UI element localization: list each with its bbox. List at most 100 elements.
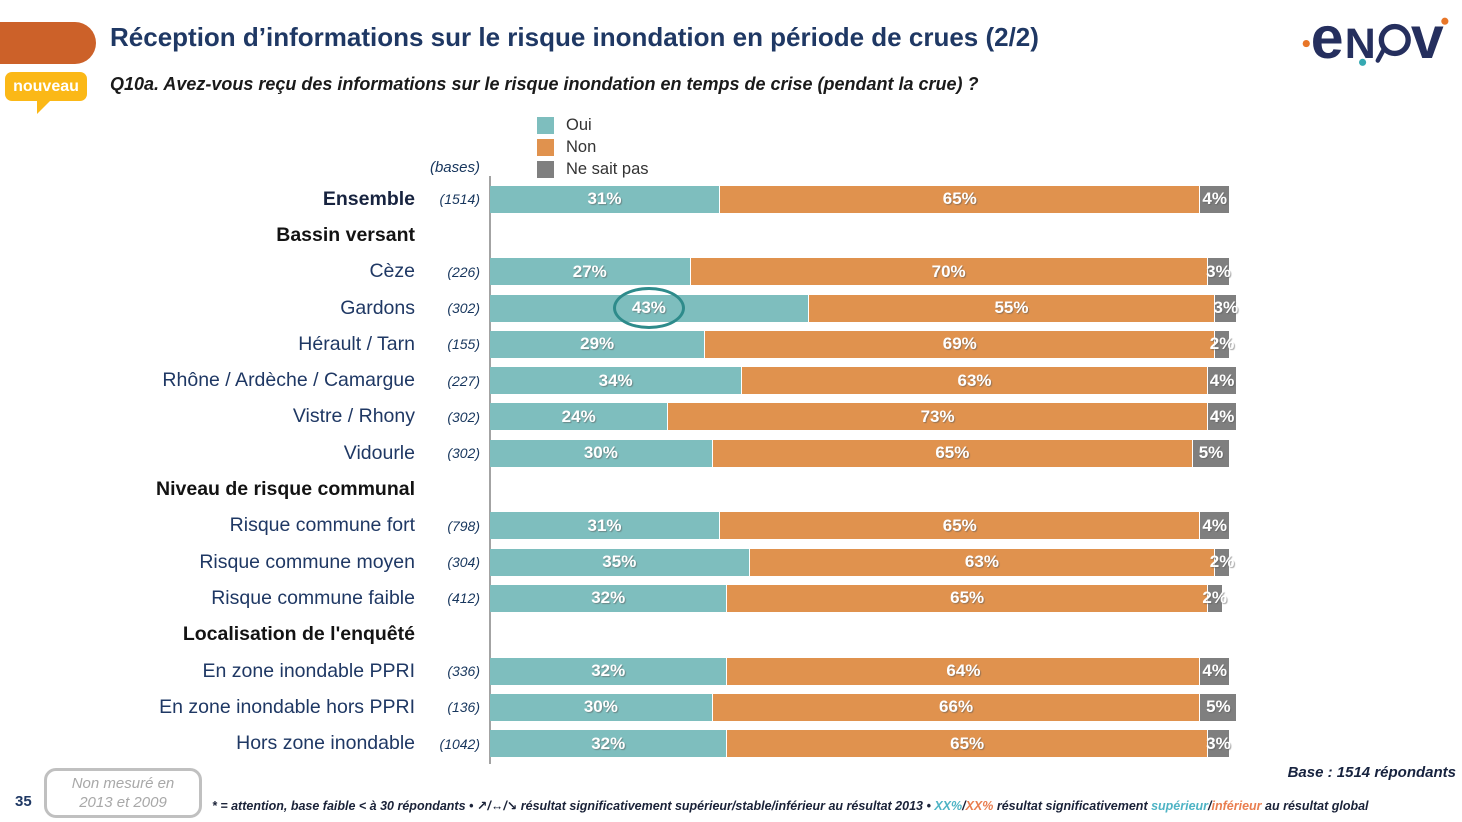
bar-segment-value: 3% <box>1206 261 1231 281</box>
bar-segment-oui: 35% <box>490 548 749 576</box>
bar-segment-non: 65% <box>726 730 1207 758</box>
bar-segment-value: 29% <box>580 334 615 354</box>
bar-segment-oui: 31% <box>490 185 720 213</box>
row-base-count: (1042) <box>439 735 480 752</box>
bar-segment-non: 66% <box>711 693 1200 721</box>
bar-segment-value: 65% <box>942 515 977 535</box>
chart-bar-row: Rhône / Ardèche / Camargue (227) 34% 63% 4% <box>0 362 1462 398</box>
bar-segment-non: 65% <box>719 512 1200 540</box>
bar-segment-value: 32% <box>591 733 626 753</box>
bar-segment-value: 27% <box>572 261 607 281</box>
row-base-count: (302) <box>447 300 480 317</box>
row-base-count: (336) <box>447 663 480 679</box>
bar-segment-ne-sait-pas: 4% <box>1206 367 1237 395</box>
bar-segment-value: 55% <box>994 298 1029 318</box>
footnote-part: / <box>962 799 966 813</box>
row-label: Risque commune moyen <box>199 550 415 573</box>
row-base-count: (226) <box>447 263 480 280</box>
bar-segment-value: 65% <box>942 189 977 209</box>
bar-segment-oui: 31% <box>490 512 720 540</box>
legend-swatch-nsp <box>537 160 554 178</box>
not-measured-line1: Non mesuré en <box>71 774 175 792</box>
chart-group-header-row: Bassin versant <box>0 217 1462 253</box>
bar-segment-value: 73% <box>920 406 955 426</box>
bar-segment-oui: 27% <box>490 258 690 286</box>
nouveau-badge: nouveau <box>5 72 87 114</box>
bar-segment-oui: 24% <box>490 403 668 431</box>
bar-segment-value: 32% <box>591 588 626 608</box>
bar-segment-oui: 43% <box>490 287 808 330</box>
bar-segment-value: 4% <box>1209 370 1235 390</box>
bar-segment-value: 2% <box>1202 588 1227 608</box>
bases-column-header: (bases) <box>429 159 480 176</box>
bar-segment-value: 4% <box>1202 515 1227 535</box>
bar-segment-value: 69% <box>942 334 977 354</box>
footnote-part: XX% <box>965 799 994 813</box>
bar-segment-ne-sait-pas: 4% <box>1199 185 1229 213</box>
nouveau-badge-label: nouveau <box>13 77 79 95</box>
bar-segment-non: 65% <box>719 185 1200 213</box>
enov-logo: e N v <box>1300 5 1452 77</box>
bar-segment-value: 30% <box>583 443 618 463</box>
bar-segment-non: 69% <box>704 330 1215 358</box>
legend-label-oui: Oui <box>566 115 592 134</box>
row-base-count: (412) <box>447 590 480 607</box>
row-base-count: (136) <box>447 699 480 716</box>
svg-text:e: e <box>1311 8 1344 71</box>
chart-bar-row: Risque commune faible (412) 32% 65% 2% <box>0 580 1462 616</box>
chart-bar-row: Gardons (302) 43% 55% 3% <box>0 287 1462 330</box>
row-label: Vistre / Rhony <box>292 405 415 428</box>
legend: Oui Non Ne sait pas <box>537 114 649 180</box>
chart-bar-row: Hérault / Tarn (155) 29% 69% 2% <box>0 326 1462 362</box>
bar-segment-non: 64% <box>726 657 1200 685</box>
row-base-count: (227) <box>447 372 480 389</box>
bar-segment-non: 73% <box>667 403 1207 431</box>
row-label: Hérault / Tarn <box>298 332 415 355</box>
chart-group-header-row: Niveau de risque communal <box>0 471 1462 507</box>
bar-segment-value: 3% <box>1206 733 1231 753</box>
bar-segment-value: 66% <box>939 697 974 717</box>
bar-segment-non: 65% <box>726 584 1207 612</box>
bar-track: 34% 63% 4% <box>490 367 1237 395</box>
chart-bar-row: Ensemble (1514) 31% 65% 4% <box>0 181 1462 217</box>
bar-segment-ne-sait-pas: 3% <box>1206 730 1231 758</box>
row-label: Hors zone inondable <box>236 732 415 755</box>
row-base-count: (304) <box>447 554 480 571</box>
bar-segment-ne-sait-pas: 4% <box>1206 403 1237 431</box>
bar-segment-value: 2% <box>1209 552 1235 572</box>
bar-segment-non: 65% <box>711 439 1193 467</box>
footnote-part: ↗/↔/↘ <box>476 799 521 813</box>
bar-segment-value: 4% <box>1202 661 1227 680</box>
bar-segment-value: 30% <box>583 697 618 717</box>
bar-segment-value: 65% <box>950 733 985 753</box>
chart-bar-row: Vistre / Rhony (302) 24% 73% 4% <box>0 399 1462 435</box>
chart-group-header-row: Localisation de l'enquêté <box>0 617 1462 653</box>
row-base-count: (798) <box>447 517 480 534</box>
bar-segment-value: 63% <box>957 370 992 390</box>
bar-segment-value: 24% <box>561 406 596 426</box>
chart-bar-row: En zone inondable hors PPRI (136) 30% 66% 5% <box>0 689 1462 725</box>
footnote-part: inférieur <box>1211 799 1262 813</box>
legend-swatch-non <box>537 138 554 156</box>
row-label: Vidourle <box>343 441 415 464</box>
bar-segment-oui: 29% <box>490 330 705 358</box>
bar-track: 32% 64% 4% <box>490 657 1229 685</box>
footnote-part: résultat significativement <box>993 799 1152 813</box>
footnote-part: résultat significativement supérieur/sta… <box>520 799 935 813</box>
bar-segment-non: 55% <box>807 294 1215 322</box>
bar-track: 32% 65% 2% <box>490 584 1229 612</box>
bar-segment-ne-sait-pas: 2% <box>1210 548 1234 576</box>
bar-track: 24% 73% 4% <box>490 403 1237 431</box>
legend-item-oui: Oui <box>537 114 649 136</box>
bar-track: 30% 66% 5% <box>490 693 1237 721</box>
bar-segment-value: 64% <box>946 661 981 680</box>
chart-axis-line <box>489 176 491 764</box>
bar-segment-ne-sait-pas: 4% <box>1199 657 1229 685</box>
bar-segment-non: 63% <box>741 367 1207 395</box>
legend-swatch-oui <box>537 116 554 134</box>
bar-segment-value: 5% <box>1206 697 1231 717</box>
highlight-ellipse-annotation <box>612 287 685 330</box>
group-header-label: Bassin versant <box>276 223 415 246</box>
base-note: Base : 1514 répondants <box>1287 764 1456 781</box>
chart-bar-row: En zone inondable PPRI (336) 32% 64% 4% <box>0 653 1462 689</box>
